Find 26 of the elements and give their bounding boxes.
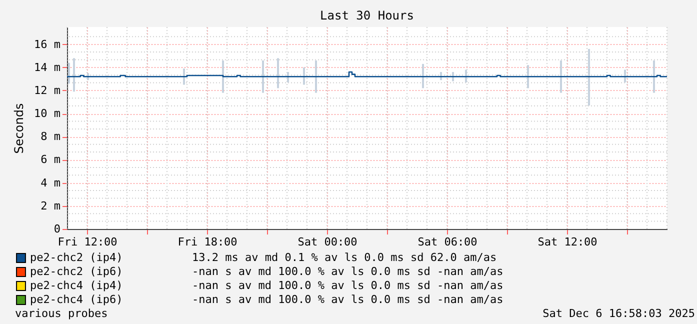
- x-tick-label: Sat 06:00: [418, 236, 478, 248]
- y-tick-label: 10 m: [34, 107, 61, 120]
- x-tick-label: Fri 12:00: [58, 236, 118, 248]
- y-tick-label: 6 m: [40, 153, 61, 166]
- chart-title: Last 30 Hours: [320, 8, 414, 22]
- legend-label: pe2-chc4 (ip4): [30, 279, 123, 292]
- y-tick-label: 12 m: [34, 84, 61, 97]
- y-tick-label: 8 m: [40, 130, 61, 144]
- text: various probes: [15, 307, 108, 320]
- y-axis-title: Seconds: [12, 103, 26, 154]
- x-tick-label: Fri 18:00: [178, 236, 238, 248]
- text: -nan s av md 100.0 % av ls 0.0 ms sd -nan am/as: [192, 293, 504, 306]
- x-tick-label: Sat 12:00: [538, 236, 598, 248]
- y-tick-label: 4 m: [40, 176, 61, 190]
- text: -nan s av md 100.0 % av ls 0.0 ms sd -nan am/as: [192, 279, 504, 292]
- text: 13.2 ms av md 0.1 % av ls 0.0 ms sd 62.0 am/as: [192, 251, 497, 264]
- legend-label: pe2-chc2 (ip4): [30, 251, 123, 264]
- y-tick-label: 14 m: [34, 60, 61, 74]
- text: -nan s av md 100.0 % av ls 0.0 ms sd -nan am/as: [192, 265, 504, 278]
- legend-label: pe2-chc2 (ip6): [30, 265, 123, 278]
- y-tick-label: 2 m: [40, 199, 61, 212]
- x-tick-label: Sat 00:00: [298, 236, 358, 248]
- y-tick-label: 16 m: [34, 38, 61, 51]
- text: Sat Dec 6 16:58:03 2025: [542, 307, 695, 320]
- y-tick-label: 0: [54, 222, 60, 236]
- legend-label: pe2-chc4 (ip6): [30, 293, 123, 306]
